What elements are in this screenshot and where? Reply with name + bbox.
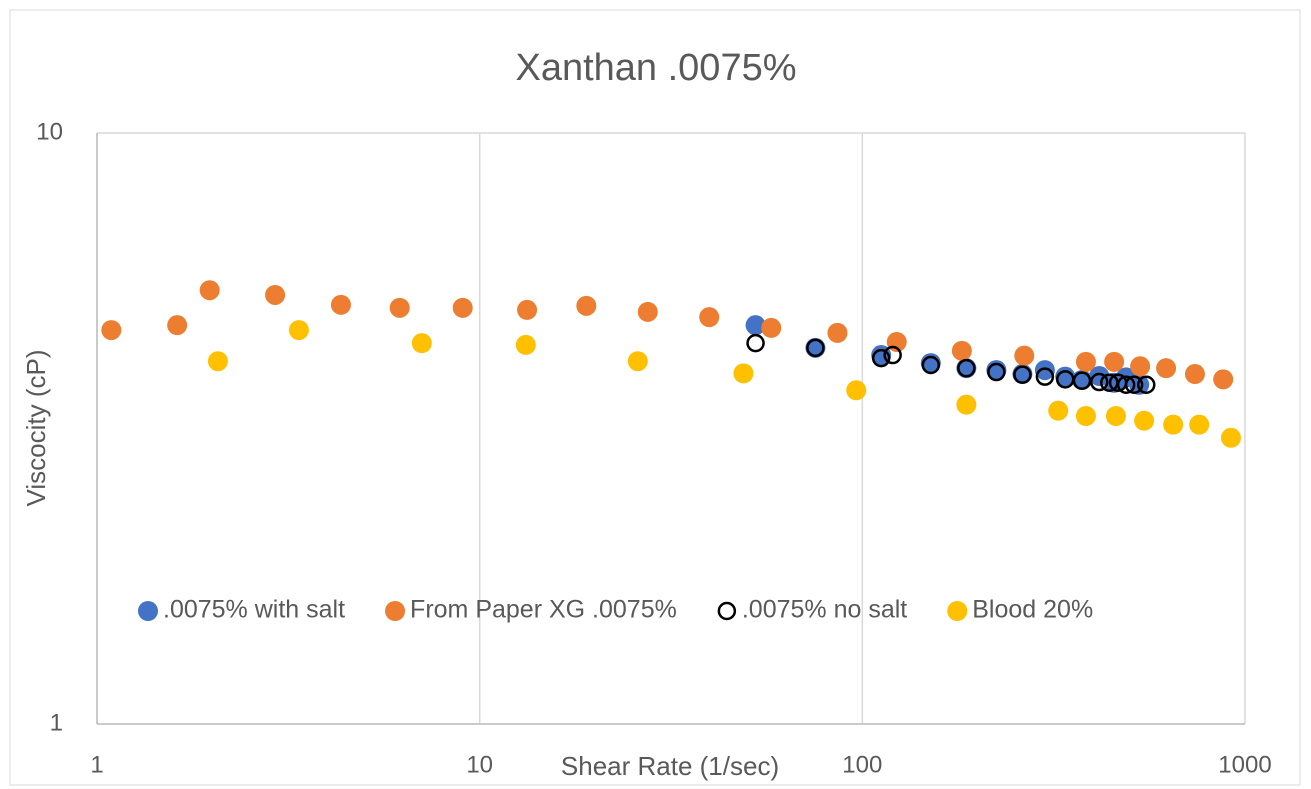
point <box>1124 375 1144 394</box>
point <box>288 320 309 341</box>
point <box>1075 406 1096 427</box>
point <box>699 307 720 328</box>
point <box>806 338 825 358</box>
point <box>199 280 220 301</box>
x-tick-label: 100 <box>842 751 882 778</box>
point <box>1089 372 1109 392</box>
point <box>761 317 782 338</box>
x-tick-label: 1 <box>90 751 103 778</box>
point <box>517 299 538 320</box>
point <box>733 363 754 384</box>
point <box>101 320 122 341</box>
point <box>1189 414 1210 435</box>
legend-label: From Paper XG .0075% <box>410 596 677 624</box>
y-axis-label: Viscocity (cP) <box>21 350 51 507</box>
point <box>1089 366 1110 387</box>
point <box>1130 356 1151 377</box>
point <box>1034 360 1055 381</box>
legend-label: .0075% with salt <box>163 596 345 624</box>
point <box>1184 364 1205 385</box>
point <box>1014 345 1035 366</box>
point <box>1035 367 1055 386</box>
point <box>1072 371 1092 390</box>
point <box>1136 375 1156 394</box>
point <box>389 297 410 318</box>
point <box>627 351 648 372</box>
point <box>1105 406 1126 427</box>
point <box>637 301 658 322</box>
x-tick-label: 10 <box>466 751 493 778</box>
legend-marker <box>385 601 406 621</box>
chart-title: Xanthan .0075% <box>515 47 796 89</box>
point <box>265 284 286 305</box>
y-tick-label: 1 <box>50 709 63 736</box>
point <box>1220 427 1241 448</box>
x-tick-label: 1000 <box>1218 751 1271 778</box>
point <box>921 355 941 375</box>
point <box>1075 351 1096 372</box>
legend-label: .0075% no salt <box>742 596 907 624</box>
legend-marker <box>717 601 737 621</box>
point <box>1013 365 1032 384</box>
point <box>871 348 891 368</box>
point <box>515 334 536 355</box>
point <box>1163 414 1184 435</box>
point <box>746 333 765 353</box>
point <box>883 345 902 365</box>
legend-marker <box>138 601 158 621</box>
legend-marker <box>947 601 968 621</box>
point <box>745 315 766 336</box>
point <box>1048 400 1069 421</box>
point <box>452 297 473 318</box>
point <box>1104 351 1125 372</box>
point <box>207 351 228 372</box>
point <box>1116 375 1136 394</box>
point <box>167 315 188 336</box>
point <box>1213 369 1234 390</box>
point <box>576 295 597 316</box>
point <box>956 394 977 415</box>
x-axis-label: Shear Rate (1/sec) <box>561 751 779 781</box>
point <box>846 380 867 401</box>
point <box>1134 410 1155 431</box>
point <box>411 333 432 354</box>
point <box>1156 358 1177 379</box>
point <box>987 362 1006 382</box>
legend-label: Blood 20% <box>972 596 1093 624</box>
chart-frame <box>9 9 1301 786</box>
point <box>957 358 976 378</box>
y-tick-label: 10 <box>36 118 63 145</box>
point <box>827 322 848 343</box>
point <box>330 294 351 315</box>
point <box>951 340 972 361</box>
